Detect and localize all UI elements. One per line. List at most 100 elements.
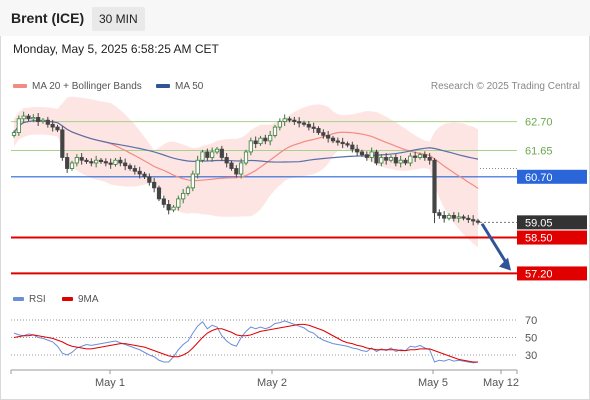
candle-body [403,159,408,164]
target-arrow-head [499,257,511,271]
candle-body [359,151,365,156]
candle-body [297,121,302,124]
rsi-line [13,320,479,364]
candle-body [132,168,137,172]
candle-body [118,159,123,164]
candle-body [350,144,355,150]
candle-body [16,118,21,134]
candle-body [55,126,60,131]
candle-body [137,170,142,175]
candle-body [432,159,437,214]
candle-body [103,161,108,164]
candle-body [451,215,456,219]
candle-body [89,161,94,164]
candle-body [413,155,418,158]
candle-body [84,159,89,163]
candle-body [384,157,389,161]
candle-body [306,123,311,128]
timestamp: Monday, May 5, 2025 6:58:25 AM CET [13,42,219,56]
candle-body [345,143,350,146]
candle-body [181,192,186,200]
candle-body [301,122,307,125]
candle-body [268,134,273,142]
candle-body [113,159,118,165]
candle-body [248,140,253,153]
bollinger-swatch [13,84,27,89]
candle-body [123,162,128,167]
bollinger-band [14,96,478,248]
candle-body [475,220,481,223]
candle-body [340,141,345,145]
candle-body [185,187,191,194]
instrument-name: Brent (ICE) [11,10,85,26]
support-label: 57.20 [525,268,553,280]
candle-body [94,159,99,164]
target-arrow-shaft [480,222,510,267]
candle-body [127,165,133,169]
candle-body [65,157,70,169]
resistance-label: 62.70 [525,117,553,129]
x-tick-label: May 1 [95,377,125,389]
candle-body [287,118,292,121]
candle-body [98,159,104,163]
candle-body [74,157,79,164]
rsi-swatch [13,297,24,302]
candle-body [36,117,41,122]
candle-body [461,216,466,219]
candle-body [239,162,244,175]
x-tick-label: May 2 [257,377,287,389]
legend-bollinger: MA 20 + Bollinger Bands [13,81,142,93]
candle-body [379,157,384,164]
candle-body [446,215,452,219]
candle-body [330,137,336,142]
candle-body [11,132,17,136]
candle-body [393,157,398,164]
candle-body [205,151,210,158]
candle-body [31,117,36,120]
candle-body [234,168,239,175]
candle-body [282,118,287,122]
legend-bollinger-label: MA 20 + Bollinger Bands [32,81,142,92]
candle-body [369,151,374,158]
rsi-ma9-line [13,323,478,363]
timeframe-button[interactable]: 30 MIN [92,7,145,31]
legend-rsi: RSI [13,294,46,305]
candle-body [442,215,447,219]
candle-body [219,148,224,158]
legend-9ma: 9MA [62,294,99,305]
last-price-label: 59.05 [525,217,553,229]
ma50-swatch [156,84,170,89]
candle-body [316,128,321,134]
support-label: 58.50 [525,233,553,245]
legend-ma50-label: MA 50 [175,81,204,92]
candle-body [326,134,331,139]
candle-body [142,173,147,178]
candle-body [437,212,442,216]
candle-body [224,157,229,164]
candle-body [422,154,427,158]
candle-body [21,115,26,120]
candle-body [292,119,297,122]
candle-body [156,187,162,200]
candle-body [45,119,50,125]
last-price-box [517,215,587,230]
candle-body [190,173,195,189]
candle-body [253,140,258,145]
candle-body [60,129,65,158]
candle-body [263,137,268,142]
x-tick-label: May 12 [483,377,519,389]
candle-body [417,154,423,158]
legend-ma50: MA 50 [156,81,203,93]
candle-body [40,119,46,122]
candle-body [166,204,171,211]
candle-body [272,126,278,136]
rsi-level-label: 30 [525,350,537,362]
candle-body [152,181,157,189]
candle-body [50,123,55,128]
candle-body [258,137,263,145]
candle-body [171,206,176,211]
candle-body [335,140,340,143]
candle-body [214,148,220,153]
legend-9ma-label: 9MA [78,294,99,305]
